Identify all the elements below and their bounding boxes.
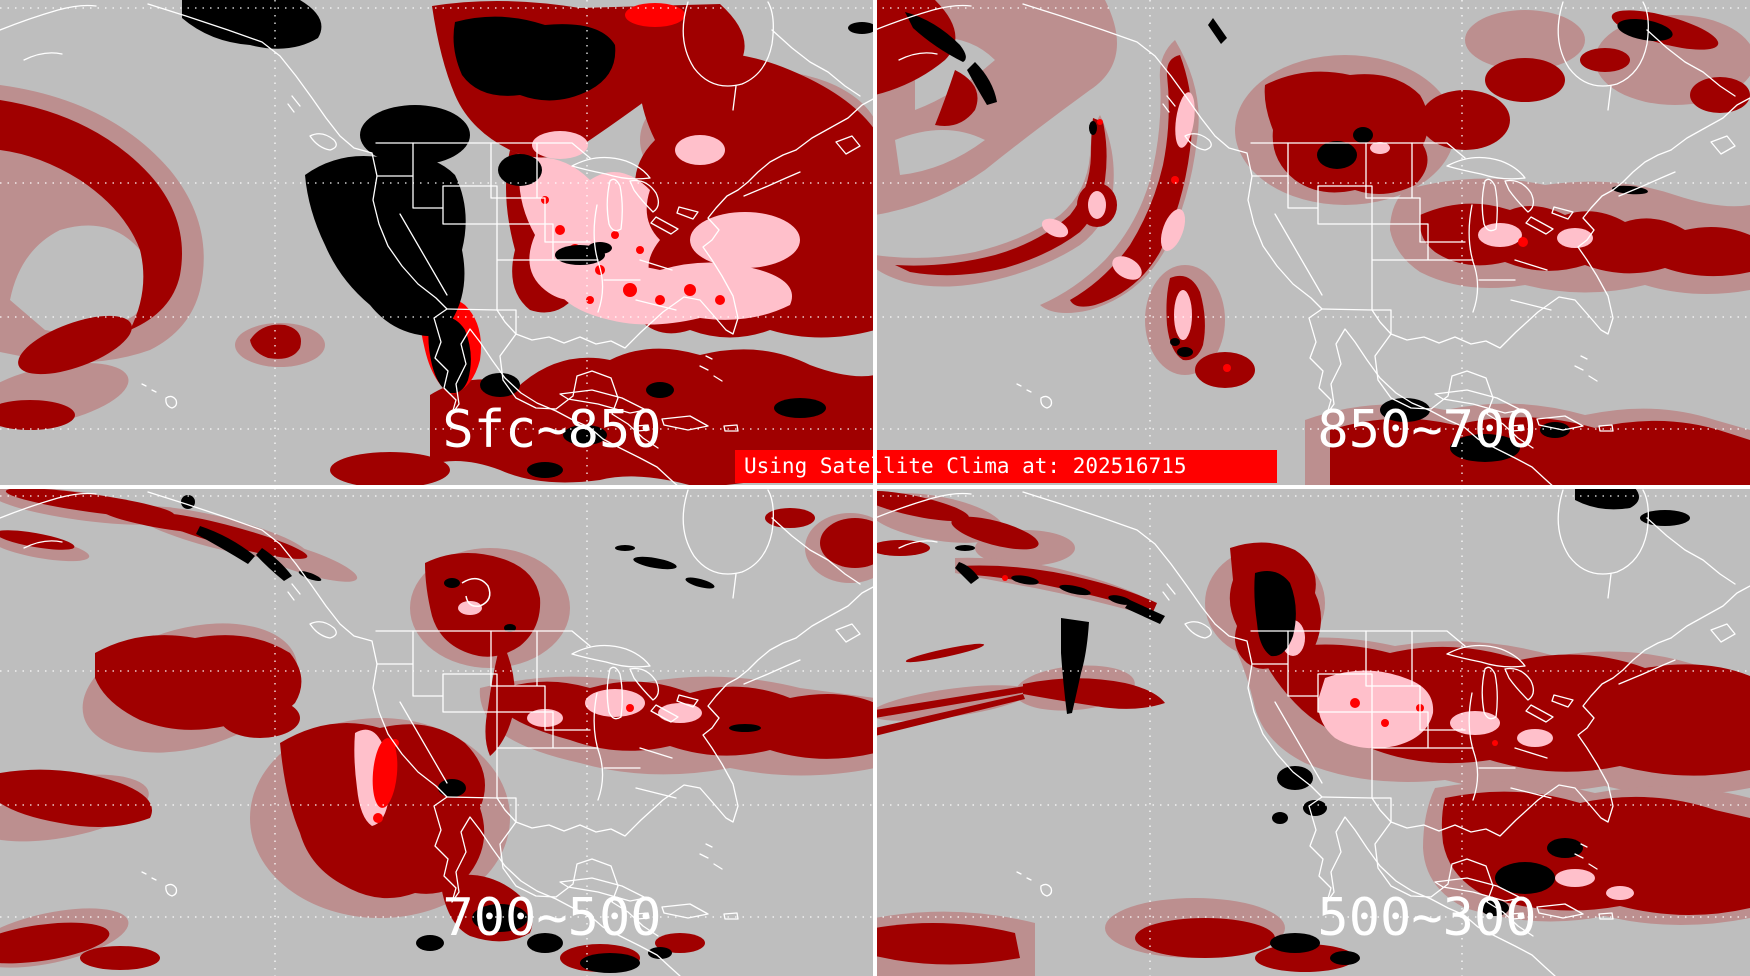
black-areas [905,12,1673,462]
status-banner-text: Using Satellite Clima at: 202516715 [744,454,1187,478]
black-areas [182,0,875,478]
panel-700-500: 700~500 [0,488,875,976]
brightred-areas [1002,575,1498,746]
pink-areas [519,131,800,325]
panel-500-300: 500~300 [875,488,1750,976]
map-500-300 [875,488,1750,976]
panel-sfc-850: Sfc~850 [0,0,875,488]
cloud-swirl [461,577,491,608]
map-850-700 [875,0,1750,488]
map-sfc-850 [0,0,875,488]
brightred-areas [1097,119,1528,372]
pink-areas [1281,620,1634,900]
black-areas [196,526,761,973]
black-areas [955,488,1690,965]
map-700-500 [0,488,875,976]
status-banner: Using Satellite Clima at: 202516715 [735,450,1277,483]
panel-850-700: 850~700 [875,0,1750,488]
brightred-areas [372,704,634,823]
panel-divider-horizontal [0,485,1750,489]
